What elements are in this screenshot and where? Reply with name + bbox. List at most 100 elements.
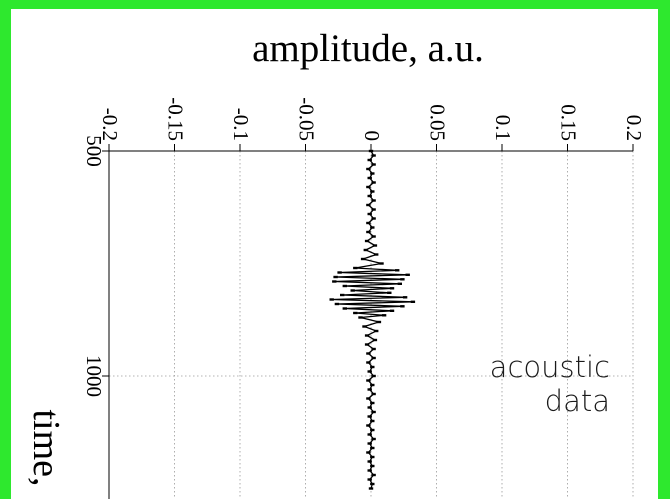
data-point	[400, 278, 405, 281]
data-point	[370, 419, 375, 423]
data-layer	[329, 149, 416, 490]
x-tick-label: -0.2	[98, 108, 122, 141]
x-tick-label-text: 0.15	[557, 104, 581, 141]
data-point	[337, 271, 342, 274]
data-point	[353, 266, 358, 270]
data-point	[367, 388, 372, 391]
data-point	[376, 320, 382, 324]
data-point	[371, 199, 376, 202]
x-tick-label-text: 0.1	[491, 115, 515, 141]
x-tick-label-text: -0.15	[164, 97, 188, 141]
data-point	[366, 230, 371, 234]
chart-annotation: acoustic data	[420, 350, 610, 418]
data-point	[366, 203, 371, 207]
data-point	[370, 464, 375, 468]
data-point	[371, 392, 376, 396]
data-point	[367, 406, 372, 409]
data-point	[367, 442, 372, 445]
data-point	[370, 172, 375, 175]
data-point	[367, 460, 372, 463]
data-point	[371, 473, 376, 477]
x-tick-label: 0.1	[491, 115, 515, 141]
annotation-line-2: data	[544, 384, 610, 418]
data-point	[370, 428, 375, 432]
x-tick-label-text: 0	[360, 131, 384, 142]
data-point	[374, 253, 379, 256]
data-point	[368, 487, 374, 490]
data-point	[366, 361, 371, 364]
data-point	[371, 163, 376, 166]
data-point	[366, 167, 371, 171]
data-point	[368, 149, 374, 153]
data-point	[402, 296, 408, 299]
data-point	[400, 305, 405, 308]
data-point	[367, 469, 372, 472]
data-point	[366, 451, 371, 454]
data-point	[371, 410, 376, 414]
x-tick-label-text: -0.2	[98, 108, 122, 141]
data-point	[370, 226, 375, 229]
data-point	[350, 289, 355, 292]
data-point	[367, 176, 372, 180]
data-point	[395, 269, 400, 272]
data-point	[367, 370, 372, 373]
data-point	[362, 325, 367, 328]
data-point	[371, 181, 376, 184]
data-point	[329, 298, 334, 301]
data-point	[342, 284, 347, 288]
x-tick-label: -0.1	[229, 108, 253, 141]
x-tick-label-text: -0.1	[229, 108, 253, 141]
data-point	[370, 365, 375, 369]
data-point	[367, 415, 372, 418]
x-tick-label: 0.2	[622, 115, 646, 141]
data-point	[370, 482, 375, 486]
data-point	[366, 379, 371, 382]
x-tick-label: 0	[360, 131, 384, 142]
data-point	[389, 309, 395, 312]
data-point	[353, 311, 358, 315]
y-tick-label: 1000	[82, 355, 106, 397]
data-point	[389, 287, 395, 290]
data-point	[367, 478, 372, 481]
data-point	[366, 397, 371, 400]
data-point	[363, 248, 368, 252]
data-point	[410, 300, 416, 303]
data-point	[371, 347, 376, 351]
data-point	[342, 307, 347, 310]
x-tick-label-text: 0.05	[426, 104, 450, 141]
data-point	[340, 293, 345, 297]
data-point	[367, 158, 372, 162]
x-tick-label-text: -0.05	[295, 97, 319, 141]
data-point	[370, 383, 375, 387]
data-point	[366, 185, 371, 189]
x-tick-label-text: 0.2	[622, 115, 646, 141]
data-point	[371, 154, 376, 157]
data-point	[364, 334, 370, 337]
data-point	[371, 208, 376, 211]
x-tick-label: -0.15	[164, 97, 188, 141]
data-point	[364, 343, 370, 346]
data-point	[371, 217, 376, 220]
data-point	[366, 352, 371, 355]
data-point	[371, 356, 376, 360]
data-point	[366, 221, 371, 225]
data-point	[332, 280, 337, 283]
data-point	[371, 374, 376, 378]
data-point	[333, 275, 338, 279]
data-point	[367, 212, 372, 216]
x-tick-label: 0.15	[557, 104, 581, 141]
y-tick-label-text: 1000	[82, 355, 106, 397]
x-tick-label: -0.05	[295, 97, 319, 141]
data-point	[370, 455, 375, 459]
data-point	[405, 273, 410, 276]
y-tick-label-text: 500	[82, 135, 106, 167]
data-point	[374, 329, 379, 333]
axis-layer	[102, 144, 634, 499]
data-point	[381, 314, 387, 317]
tick-label-layer: -0.2 -0.15 -0.1 -0.05 0 0.05 0.1 0.15 0.2 500 1000	[82, 97, 646, 397]
data-point	[367, 194, 372, 198]
data-point	[372, 338, 378, 342]
